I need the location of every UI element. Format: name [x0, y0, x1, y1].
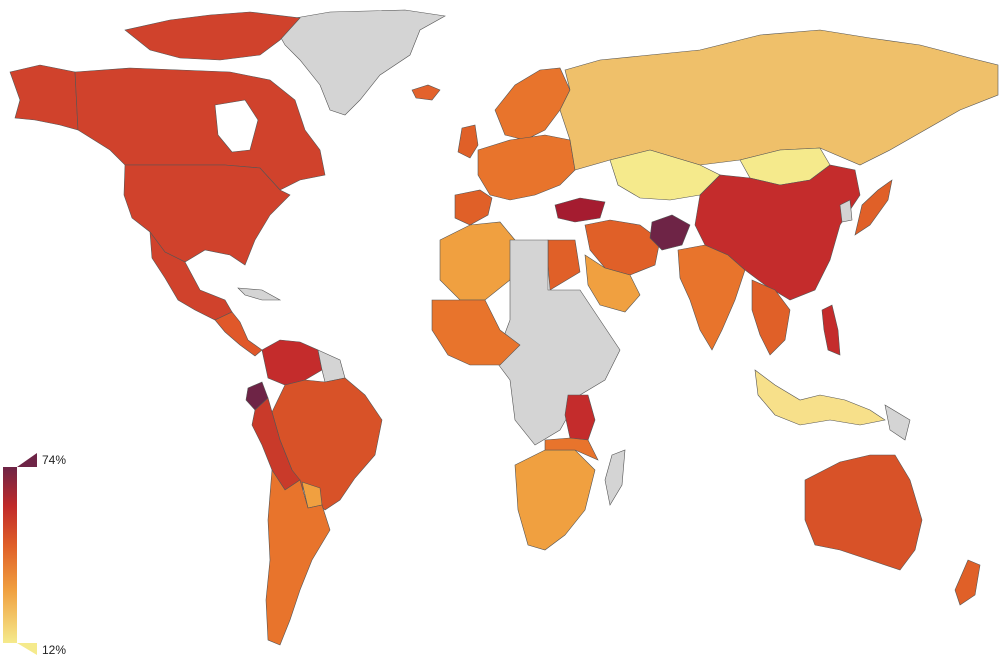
- region-japan: [854, 179, 893, 236]
- region-canada: [74, 67, 326, 191]
- region-greenland: [271, 9, 446, 116]
- region-east-africa: [544, 437, 599, 461]
- region-korea: [839, 199, 853, 223]
- region-argentina-chile: [265, 469, 331, 646]
- region-colombia-venezuela: [261, 339, 323, 386]
- region-southern-africa: [514, 449, 596, 551]
- region-canada-islands: [124, 11, 301, 61]
- region-australia: [804, 454, 923, 571]
- region-saudi-arabia: [584, 254, 641, 313]
- region-philippines: [821, 304, 841, 356]
- legend-max-label: 74%: [42, 453, 67, 467]
- legend-min-label: 12%: [42, 643, 67, 657]
- region-uk: [457, 124, 479, 159]
- region-scandinavia: [494, 67, 571, 141]
- region-alaska: [9, 64, 79, 131]
- region-madagascar: [604, 449, 626, 506]
- region-turkey: [554, 197, 606, 223]
- legend-min-arrow: [17, 643, 37, 655]
- region-southeast-asia: [751, 279, 791, 356]
- region-indonesia: [754, 369, 886, 426]
- region-middle-east: [584, 219, 661, 276]
- region-new-zealand: [954, 559, 981, 606]
- hudson-bay: [214, 99, 259, 153]
- region-china: [694, 164, 861, 301]
- region-usa: [123, 164, 291, 266]
- region-egypt: [547, 239, 581, 291]
- region-guianas: [317, 349, 346, 383]
- region-north-africa: [439, 221, 516, 301]
- region-western-europe: [477, 134, 576, 201]
- region-iberia: [454, 189, 493, 226]
- region-west-africa: [431, 299, 521, 366]
- legend-color-ramp: [3, 467, 17, 643]
- region-russia: [559, 29, 999, 171]
- region-tanzania: [564, 394, 596, 441]
- region-cuba: [237, 287, 282, 301]
- region-papua: [884, 404, 911, 441]
- region-central-america: [214, 311, 263, 357]
- legend-max-arrow: [17, 453, 37, 467]
- region-iceland: [411, 84, 441, 101]
- region-afghanistan: [649, 214, 691, 251]
